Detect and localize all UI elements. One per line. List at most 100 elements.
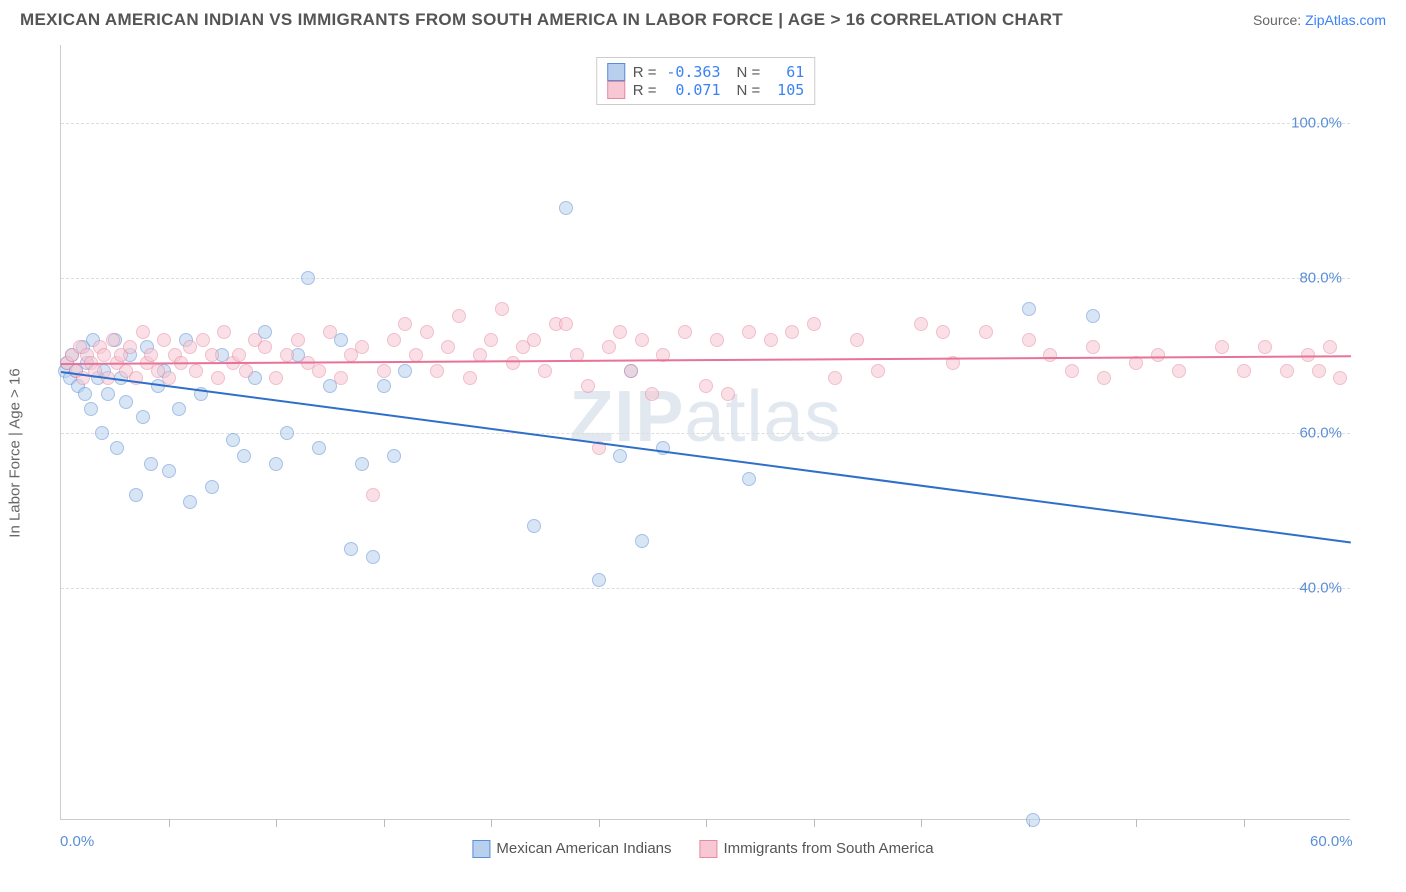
data-point — [157, 333, 171, 347]
legend-n-value: 61 — [768, 63, 804, 81]
data-point — [258, 340, 272, 354]
data-point — [785, 325, 799, 339]
data-point — [699, 379, 713, 393]
data-point — [172, 402, 186, 416]
data-point — [592, 573, 606, 587]
x-tick — [491, 819, 492, 827]
x-tick — [276, 819, 277, 827]
data-point — [217, 325, 231, 339]
data-point — [710, 333, 724, 347]
y-tick-label: 60.0% — [1299, 424, 1342, 441]
data-point — [1215, 340, 1229, 354]
data-point — [237, 449, 251, 463]
gridline — [61, 123, 1350, 124]
data-point — [129, 488, 143, 502]
x-tick — [169, 819, 170, 827]
data-point — [366, 488, 380, 502]
chart-container: In Labor Force | Age > 16 ZIPatlas R =-0… — [20, 45, 1386, 860]
data-point — [914, 317, 928, 331]
data-point — [97, 348, 111, 362]
data-point — [452, 309, 466, 323]
source-prefix: Source: — [1253, 12, 1305, 28]
x-tick — [1136, 819, 1137, 827]
data-point — [196, 333, 210, 347]
data-point — [144, 457, 158, 471]
source-attribution: Source: ZipAtlas.com — [1253, 12, 1386, 28]
data-point — [205, 480, 219, 494]
data-point — [136, 410, 150, 424]
data-point — [495, 302, 509, 316]
legend-item: Immigrants from South America — [700, 840, 934, 858]
data-point — [269, 371, 283, 385]
data-point — [613, 325, 627, 339]
y-axis-label: In Labor Force | Age > 16 — [7, 368, 24, 537]
x-tick-label: 0.0% — [60, 833, 94, 850]
data-point — [1065, 364, 1079, 378]
data-point — [377, 379, 391, 393]
data-point — [355, 457, 369, 471]
series-legend: Mexican American IndiansImmigrants from … — [472, 840, 933, 858]
data-point — [1086, 309, 1100, 323]
data-point — [420, 325, 434, 339]
legend-r-label: R = — [633, 82, 657, 99]
data-point — [344, 542, 358, 556]
data-point — [119, 395, 133, 409]
data-point — [323, 325, 337, 339]
data-point — [123, 340, 137, 354]
data-point — [312, 441, 326, 455]
data-point — [144, 348, 158, 362]
data-point — [239, 364, 253, 378]
x-tick — [921, 819, 922, 827]
data-point — [84, 402, 98, 416]
legend-swatch — [472, 840, 490, 858]
data-point — [183, 340, 197, 354]
data-point — [527, 333, 541, 347]
data-point — [559, 201, 573, 215]
y-tick-label: 80.0% — [1299, 269, 1342, 286]
legend-n-value: 105 — [768, 81, 804, 99]
data-point — [398, 317, 412, 331]
data-point — [678, 325, 692, 339]
chart-title: MEXICAN AMERICAN INDIAN VS IMMIGRANTS FR… — [20, 10, 1063, 30]
data-point — [226, 433, 240, 447]
legend-row: R =0.071N =105 — [607, 81, 805, 99]
data-point — [1312, 364, 1326, 378]
data-point — [366, 550, 380, 564]
data-point — [101, 387, 115, 401]
data-point — [441, 340, 455, 354]
data-point — [162, 371, 176, 385]
data-point — [312, 364, 326, 378]
data-point — [211, 371, 225, 385]
data-point — [828, 371, 842, 385]
data-point — [484, 333, 498, 347]
source-link[interactable]: ZipAtlas.com — [1305, 12, 1386, 28]
data-point — [387, 333, 401, 347]
gridline — [61, 278, 1350, 279]
data-point — [581, 379, 595, 393]
data-point — [936, 325, 950, 339]
data-point — [624, 364, 638, 378]
data-point — [635, 534, 649, 548]
trend-line — [61, 371, 1351, 543]
legend-r-value: 0.071 — [665, 81, 721, 99]
data-point — [387, 449, 401, 463]
x-tick — [706, 819, 707, 827]
data-point — [807, 317, 821, 331]
data-point — [1086, 340, 1100, 354]
data-point — [613, 449, 627, 463]
data-point — [538, 364, 552, 378]
data-point — [764, 333, 778, 347]
data-point — [527, 519, 541, 533]
x-tick — [1244, 819, 1245, 827]
legend-r-value: -0.363 — [665, 63, 721, 81]
data-point — [377, 364, 391, 378]
data-point — [742, 472, 756, 486]
x-tick-label: 60.0% — [1310, 833, 1353, 850]
data-point — [742, 325, 756, 339]
data-point — [280, 426, 294, 440]
data-point — [334, 371, 348, 385]
data-point — [280, 348, 294, 362]
data-point — [1333, 371, 1347, 385]
data-point — [1022, 302, 1036, 316]
data-point — [183, 495, 197, 509]
